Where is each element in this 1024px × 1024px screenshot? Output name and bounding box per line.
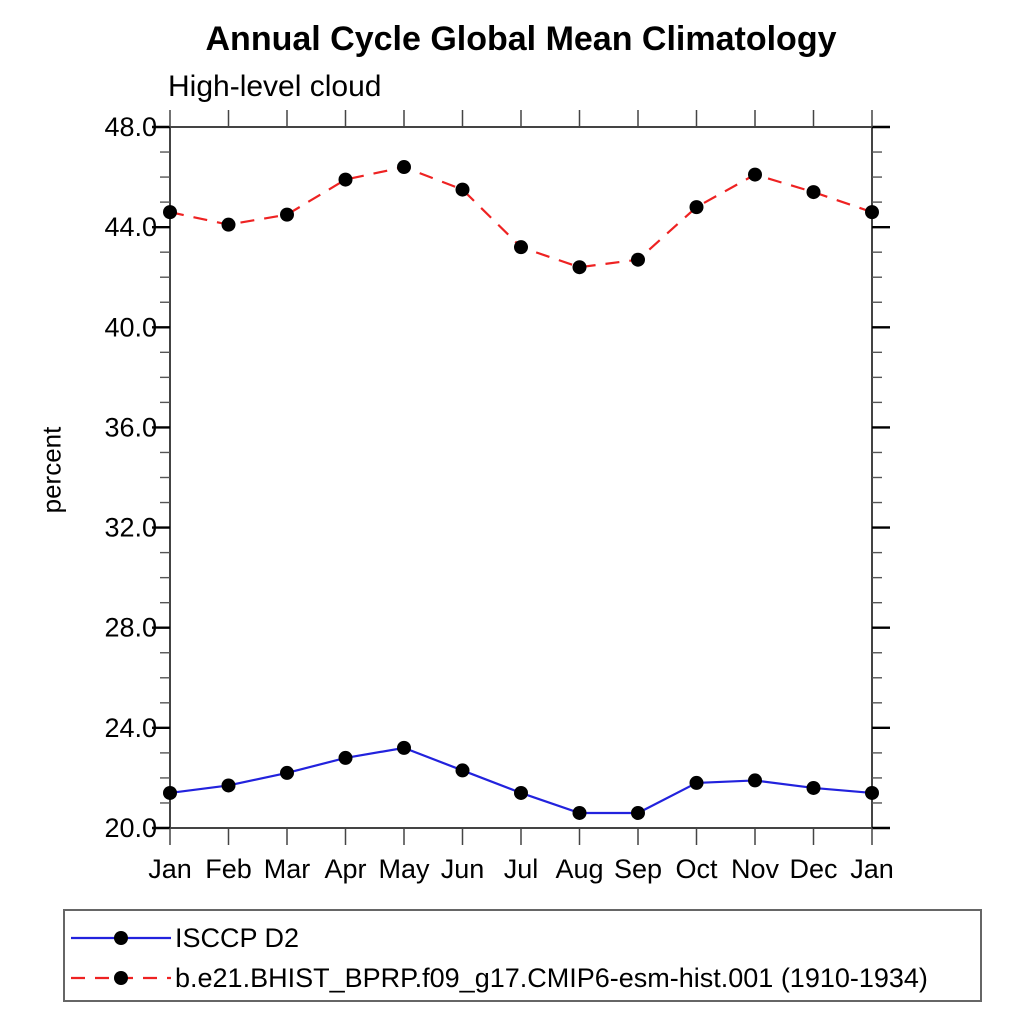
legend-marker-dot-icon — [114, 931, 128, 945]
x-tick-label: Jul — [504, 854, 539, 884]
data-point-marker — [221, 778, 236, 793]
y-tick-label: 20.0 — [104, 813, 157, 843]
x-tick-label: Nov — [731, 854, 780, 884]
x-tick-label: Apr — [324, 854, 366, 884]
data-point-marker — [514, 785, 528, 800]
data-point-marker — [689, 775, 704, 790]
x-tick-label: May — [378, 854, 430, 884]
data-point-marker — [865, 785, 879, 800]
data-point-marker — [455, 763, 470, 778]
legend-item-model: b.e21.BHIST_BPRP.f09_g17.CMIP6-esm-hist.… — [69, 958, 928, 998]
x-tick-label: Aug — [555, 854, 603, 884]
legend-label-model: b.e21.BHIST_BPRP.f09_g17.CMIP6-esm-hist.… — [175, 962, 928, 993]
data-point-marker — [280, 765, 294, 780]
x-tick-label: Mar — [264, 854, 311, 884]
x-tick-label: Jan — [148, 854, 192, 884]
series-line — [169, 746, 873, 815]
data-point-marker — [163, 205, 177, 220]
y-tick-label: 24.0 — [104, 713, 157, 743]
data-point-marker — [631, 805, 645, 820]
y-tick-label: 32.0 — [104, 513, 157, 543]
x-tick-label: Sep — [614, 854, 662, 884]
x-tick-label: Jan — [850, 854, 894, 884]
data-point-marker — [806, 185, 821, 200]
x-tick-label: Dec — [789, 854, 837, 884]
data-point-marker — [806, 780, 821, 795]
chart-title: Annual Cycle Global Mean Climatology — [205, 20, 837, 58]
x-tick-label: Jun — [441, 854, 485, 884]
data-point-marker — [338, 172, 353, 187]
y-tick-label: 28.0 — [104, 613, 157, 643]
data-point-marker — [455, 182, 470, 197]
data-point-marker — [748, 167, 762, 182]
chart-subtitle: High-level cloud — [168, 70, 382, 103]
x-tick-label: Oct — [675, 854, 718, 884]
y-tick-label: 40.0 — [104, 312, 157, 342]
data-point-marker — [221, 217, 236, 232]
data-point-marker — [865, 205, 879, 220]
data-point-marker — [631, 252, 645, 267]
y-tick-label: 44.0 — [104, 212, 157, 242]
legend-label-observation: ISCCP D2 — [175, 922, 300, 953]
data-point-marker — [397, 160, 411, 175]
data-point-marker — [280, 207, 294, 222]
x-tick-label: Feb — [205, 854, 252, 884]
y-tick-label: 36.0 — [104, 412, 157, 442]
data-point-marker — [338, 750, 353, 765]
legend-line-sample-solid-icon — [71, 931, 171, 945]
y-tick-label: 48.0 — [104, 112, 157, 142]
data-point-marker — [748, 773, 762, 788]
legend: ISCCP D2 b.e21.BHIST_BPRP.f09_g17.CMIP6-… — [63, 909, 982, 1002]
data-point-marker — [397, 740, 411, 755]
legend-item-observation: ISCCP D2 — [69, 918, 299, 958]
legend-marker-dot-icon — [114, 971, 128, 985]
data-point-marker — [572, 260, 587, 275]
data-point-marker — [163, 785, 177, 800]
legend-line-sample-dashed-icon — [71, 971, 171, 985]
axis-frame — [169, 126, 873, 829]
data-point-marker — [572, 805, 587, 820]
data-point-marker — [689, 200, 704, 215]
data-point-marker — [514, 240, 528, 255]
